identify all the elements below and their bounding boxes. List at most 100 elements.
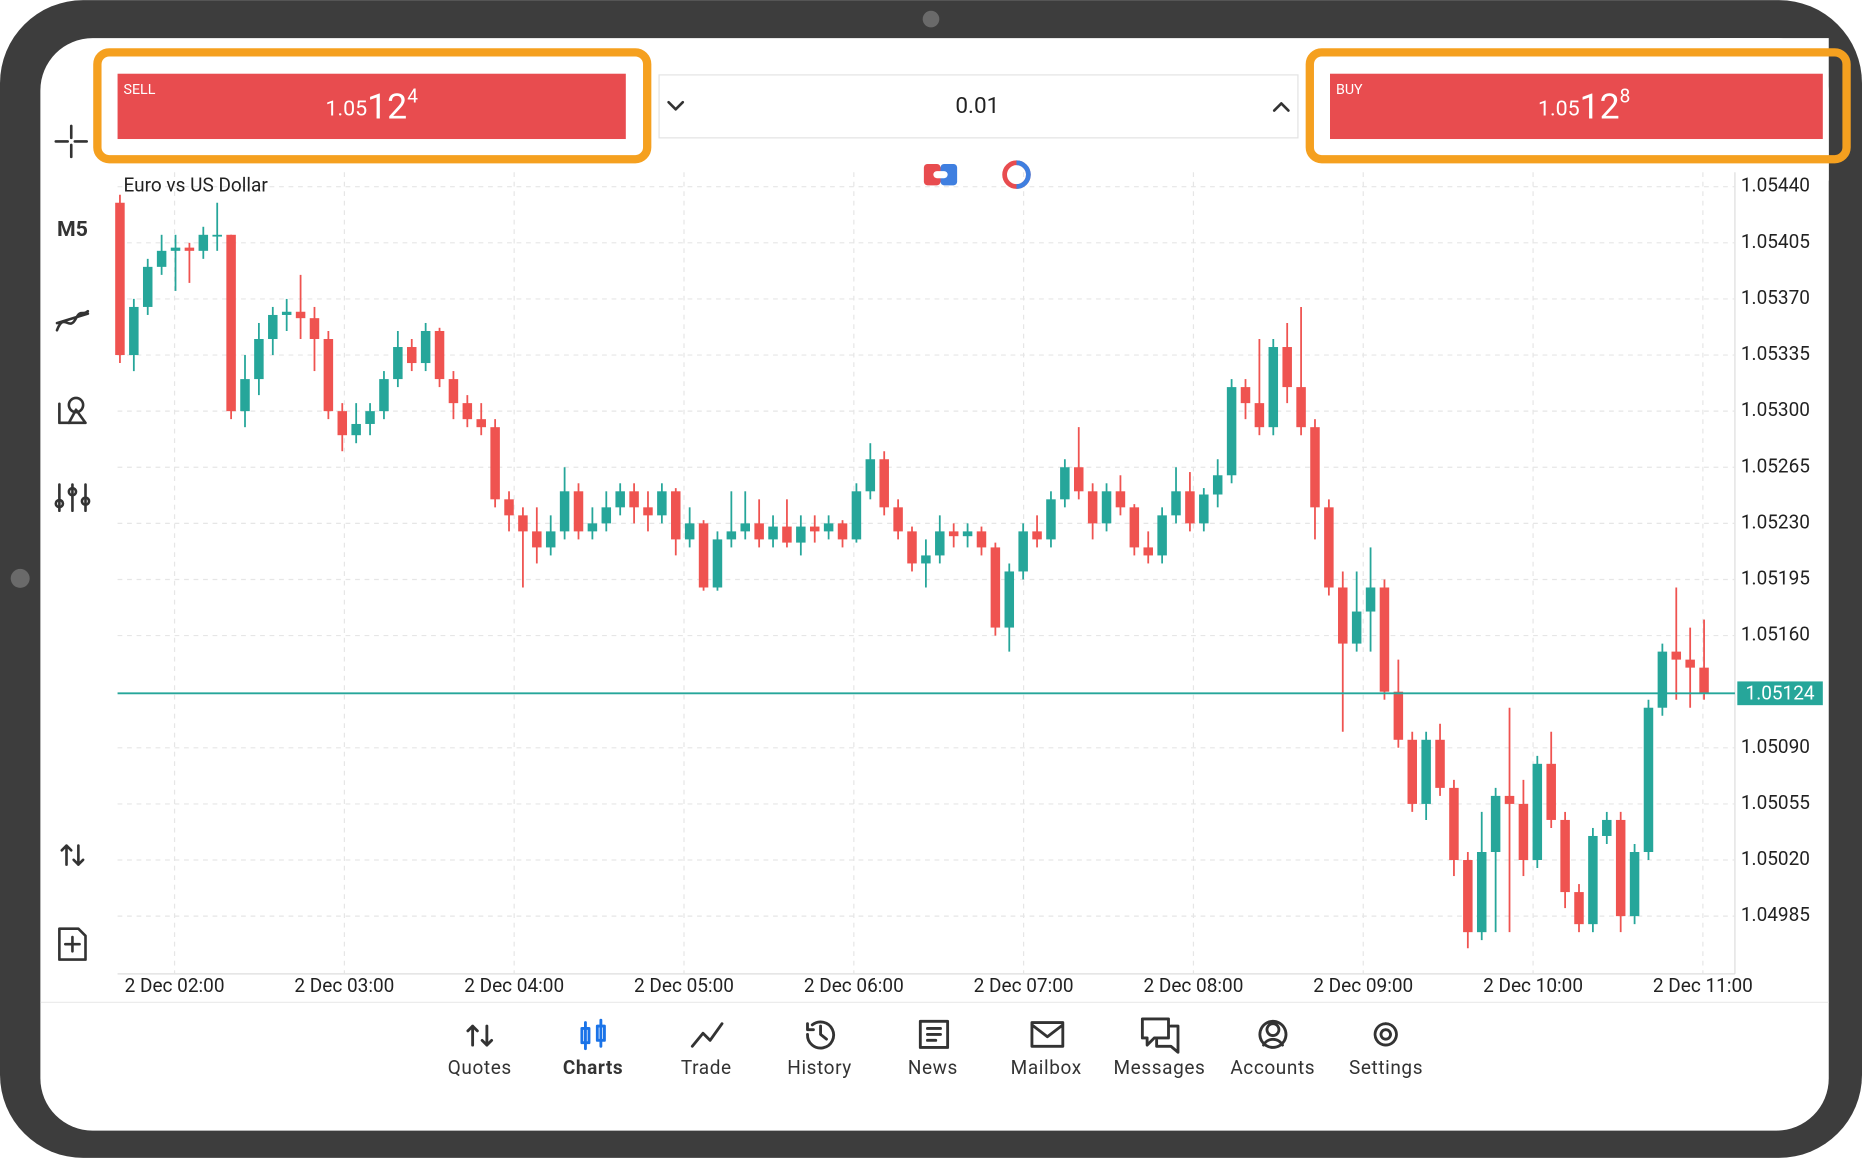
nav-label[interactable]: Trade xyxy=(681,1056,732,1079)
candle-body xyxy=(1240,387,1251,404)
indicators-icon[interactable] xyxy=(55,309,90,332)
nav-label[interactable]: Mailbox xyxy=(1011,1056,1082,1079)
candle-body xyxy=(865,459,876,492)
lot-increase[interactable] xyxy=(1272,102,1290,112)
candle-body xyxy=(629,491,639,508)
new-order-icon[interactable] xyxy=(58,927,87,961)
crosshair-icon[interactable] xyxy=(54,124,88,159)
timer-icon[interactable] xyxy=(1002,160,1031,189)
nav-icon[interactable] xyxy=(1373,1022,1398,1047)
price-big: 12 xyxy=(367,86,407,128)
candle-body xyxy=(420,330,431,364)
candle-body xyxy=(268,314,278,340)
x-tick-label: 2 Dec 08:00 xyxy=(1143,974,1243,997)
timeframe[interactable]: M5 xyxy=(57,217,88,242)
candle-body xyxy=(1060,467,1070,500)
nav-icon[interactable] xyxy=(1140,1017,1180,1054)
nav-icon[interactable] xyxy=(466,1024,494,1047)
nav-label[interactable]: History xyxy=(787,1056,852,1079)
candle-body xyxy=(1615,819,1626,917)
lot-decrease[interactable] xyxy=(667,100,685,111)
candle-body xyxy=(1324,507,1334,588)
objects-icon[interactable] xyxy=(58,396,87,425)
price-big: 12 xyxy=(1580,86,1620,128)
candle-body xyxy=(1463,860,1473,933)
nav-label[interactable]: Charts xyxy=(563,1056,623,1079)
lot-field[interactable] xyxy=(658,74,1299,139)
candle-body xyxy=(1476,852,1487,933)
candle-body xyxy=(768,526,778,540)
candle-body xyxy=(740,523,750,532)
candle-body xyxy=(1518,803,1529,861)
candle-body xyxy=(323,339,334,412)
candle-body xyxy=(1129,507,1140,548)
candle-body xyxy=(587,523,598,532)
candle-body xyxy=(684,523,695,540)
candle-body xyxy=(1171,491,1181,516)
candle-body xyxy=(671,491,681,540)
candle-body xyxy=(1685,659,1695,668)
candle-body xyxy=(809,526,820,532)
candle-body xyxy=(1435,739,1445,788)
candle-body xyxy=(462,403,473,420)
candle-body xyxy=(1282,347,1292,388)
one-click-icon[interactable] xyxy=(923,163,958,186)
trade-levels-icon[interactable] xyxy=(60,844,85,866)
candle-body xyxy=(545,531,556,548)
candle-body xyxy=(407,347,417,364)
display xyxy=(40,38,1829,1131)
candle-body xyxy=(1185,491,1195,524)
candle-body xyxy=(1296,387,1306,428)
settings-sliders-icon[interactable] xyxy=(54,483,91,513)
candle-body xyxy=(184,247,195,251)
candle-body xyxy=(1379,587,1390,692)
candle-body xyxy=(879,459,889,508)
nav-label[interactable]: Messages xyxy=(1114,1056,1206,1079)
nav-icon[interactable] xyxy=(1030,1021,1065,1048)
x-tick-label: 2 Dec 03:00 xyxy=(294,974,394,997)
candle-body xyxy=(1101,491,1112,524)
nav-label[interactable]: Accounts xyxy=(1230,1056,1315,1079)
nav-icon[interactable] xyxy=(580,1018,606,1051)
nav-label[interactable]: News xyxy=(908,1056,958,1079)
candle-body xyxy=(1393,691,1404,740)
nav-label[interactable]: Quotes xyxy=(448,1056,512,1079)
chart-title: Euro vs US Dollar xyxy=(124,174,269,197)
bottom-nav: Quotes Charts Trade History News Mailbox Messa… xyxy=(448,1017,1423,1079)
plot-area: 1.05440 1.05405 1.05370 1.05335 1.05300 1.052… xyxy=(115,172,1823,997)
y-tick-label: 1.05195 xyxy=(1741,566,1810,589)
candle-body xyxy=(504,499,514,516)
candle-body xyxy=(434,330,445,380)
candle-body xyxy=(837,523,848,540)
price-main: 1.05 xyxy=(1538,96,1580,121)
y-tick-label: 1.05055 xyxy=(1741,791,1810,814)
nav-icon[interactable] xyxy=(690,1022,724,1048)
candle-body xyxy=(1504,795,1515,804)
price-sup: 8 xyxy=(1620,84,1631,107)
nav-label[interactable]: Settings xyxy=(1349,1056,1423,1079)
candle-body xyxy=(1004,571,1015,628)
y-tick-label: 1.05405 xyxy=(1741,230,1810,253)
candle-body xyxy=(295,311,306,319)
candle-body xyxy=(115,202,125,356)
candle-body xyxy=(240,379,250,412)
y-tick-label: 1.05160 xyxy=(1741,623,1810,646)
nav-icon[interactable] xyxy=(806,1020,836,1050)
y-tick-label: 1.05020 xyxy=(1741,847,1810,870)
x-tick-label: 2 Dec 05:00 xyxy=(634,974,734,997)
candle-body xyxy=(754,523,764,540)
candle-body xyxy=(448,379,459,404)
candle-body xyxy=(1449,787,1459,861)
x-tick-label: 2 Dec 04:00 xyxy=(464,974,564,997)
sell-button[interactable] xyxy=(117,73,626,140)
nav-icon[interactable] xyxy=(918,1019,950,1049)
buy-button[interactable] xyxy=(1330,73,1823,140)
nav-icon[interactable] xyxy=(1258,1019,1288,1049)
candle-body xyxy=(601,507,612,524)
buy-price: 1.05128 xyxy=(1538,84,1630,127)
x-tick-label: 2 Dec 02:00 xyxy=(125,974,225,997)
candle-body xyxy=(1421,739,1431,804)
candle-body xyxy=(226,234,236,412)
candle-body xyxy=(1143,547,1153,556)
